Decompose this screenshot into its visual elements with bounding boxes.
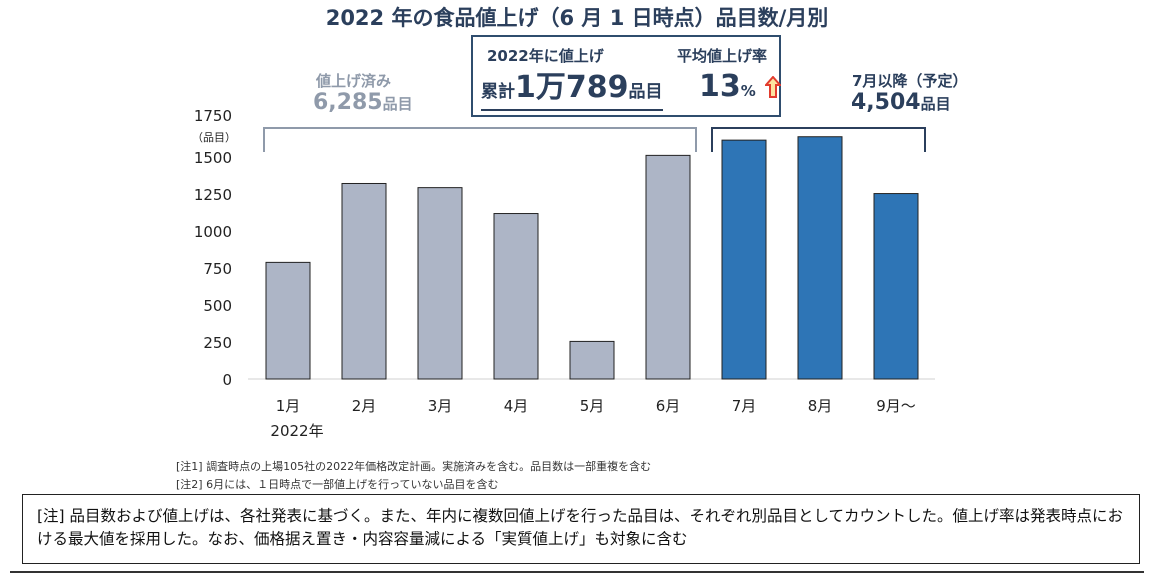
x-tick-label: 1月 [276, 397, 301, 415]
bar-5 [569, 340, 615, 380]
bar-2 [341, 182, 387, 380]
y-tick-label: 1250 [194, 186, 232, 204]
bar-9 [873, 193, 919, 380]
bar-1 [265, 261, 311, 380]
y-tick-label: 750 [203, 260, 232, 278]
up-arrow-icon [764, 75, 783, 98]
x-axis-year: 2022年 [270, 422, 323, 440]
y-tick-label: 1000 [194, 223, 232, 241]
planned-value: 4,504 [851, 90, 921, 115]
planned-count: 4,504品目 [851, 90, 951, 115]
y-tick-label: 500 [203, 297, 232, 315]
summary-total: 累計1万789品目 [481, 71, 663, 111]
y-tick-label: 1750 [194, 107, 232, 125]
done-bracket [263, 127, 697, 152]
bar-8 [797, 136, 843, 380]
y-axis-label: （品目） [192, 131, 236, 144]
done-value: 6,285 [313, 90, 383, 115]
x-tick-label: 3月 [428, 397, 453, 415]
total-prefix: 累計 [481, 82, 515, 102]
y-tick-label: 0 [222, 371, 232, 389]
bottom-rule [10, 571, 1144, 573]
x-tick-label: 6月 [656, 397, 681, 415]
bar-6 [645, 154, 691, 380]
rate-unit: % [740, 82, 756, 100]
planned-label: 7月以降（予定） [852, 72, 968, 90]
x-tick-label: 7月 [732, 397, 757, 415]
note-2: [注2] 6月には、１日時点で一部値上げを行っていない品目を含む [176, 478, 499, 491]
total-value: 1万789 [515, 70, 629, 105]
y-tick-label: 250 [203, 334, 232, 352]
rate: 13% [699, 67, 783, 111]
x-tick-label: 4月 [504, 397, 529, 415]
footnote-box: [注] 品目数および値上げは、各社発表に基づく。また、年内に複数回値上げを行った… [22, 494, 1140, 564]
bar-7 [721, 139, 767, 380]
done-label: 値上げ済み [316, 72, 392, 90]
rate-label: 平均値上げ率 [677, 47, 768, 65]
rate-value: 13 [699, 69, 741, 104]
done-unit: 品目 [382, 95, 413, 113]
x-tick-label: 2月 [352, 397, 377, 415]
summary-label: 2022年に値上げ [487, 47, 604, 65]
planned-unit: 品目 [920, 95, 951, 113]
total-unit: 品目 [628, 82, 663, 102]
chart-title: 2022 年の食品値上げ（6 月 1 日時点）品目数/月別 [325, 6, 829, 30]
bar-4 [493, 213, 539, 380]
plot-area: 0 250 500 750 1000 1250 1500 1750 1月 2月 3月 4月 5月 6月 7月… [192, 107, 935, 440]
bar-3 [417, 187, 463, 380]
y-tick-label: 1500 [194, 149, 232, 167]
x-tick-label: 5月 [580, 397, 605, 415]
done-count: 6,285品目 [313, 90, 413, 115]
x-tick-label: 8月 [808, 397, 833, 415]
summary-box: 2022年に値上げ 累計1万789品目 平均値上げ率 13% [471, 35, 783, 117]
note-1: [注1] 調査時点の上場105社の2022年価格改定計画。実施済みを含む。品目数… [176, 460, 652, 473]
x-tick-label: 9月～ [876, 397, 916, 415]
planned-bracket [711, 127, 926, 152]
